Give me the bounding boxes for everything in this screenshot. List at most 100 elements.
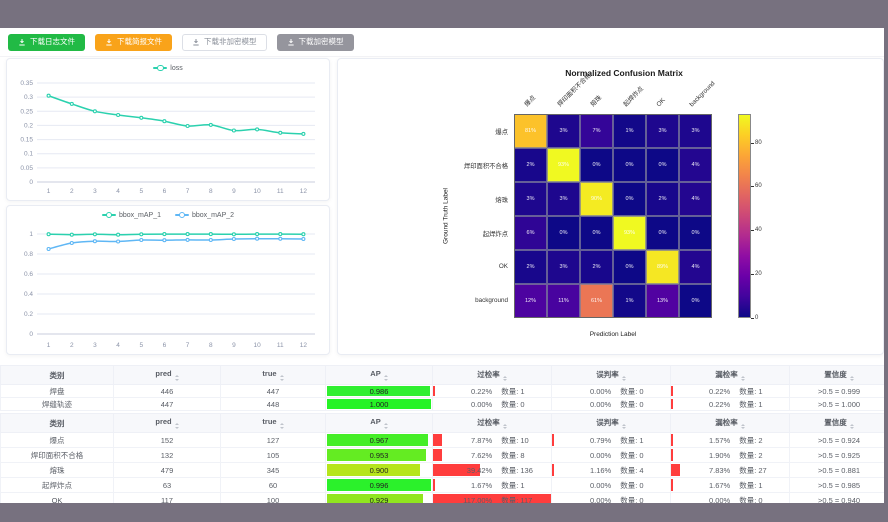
matrix-cell: 2% [514, 250, 547, 284]
cell-category: 爆点 [0, 432, 114, 448]
cell-ap: 0.929 [325, 492, 433, 503]
sort-icon[interactable] [279, 375, 284, 381]
col-header-miss[interactable]: 漏检率 [670, 413, 790, 433]
legend-item-loss[interactable]: loss [153, 64, 183, 72]
sort-icon[interactable] [174, 375, 179, 381]
rate-bar [671, 399, 673, 409]
svg-text:0.1: 0.1 [24, 151, 33, 158]
col-header-pred[interactable]: pred [113, 365, 221, 385]
svg-text:6: 6 [163, 188, 167, 195]
sort-icon[interactable] [383, 423, 388, 429]
matrix-row-label: 爆点 [495, 129, 508, 136]
rate-bar [433, 449, 442, 461]
legend-marker-icon [153, 64, 168, 72]
sort-icon[interactable] [502, 423, 507, 430]
confusion-matrix-card: Normalized Confusion Matrix 81% 3% 7% 1% 3% 3… [337, 58, 884, 355]
sort-icon[interactable] [383, 375, 388, 381]
cell-ap: 0.967 [325, 432, 433, 448]
sort-icon[interactable] [849, 375, 854, 382]
download-report-file-button[interactable]: 下载简报文件 [95, 33, 172, 51]
table-row: 爆点 152 127 0.967 7.87% 数量: 10 0.79% 数量: 1 1.57% 数… [0, 432, 884, 448]
col-header-mis[interactable]: 误判率 [551, 365, 671, 385]
svg-text:2: 2 [70, 342, 74, 349]
sort-icon[interactable] [849, 423, 854, 430]
legend-item-bbox_mAP_1[interactable]: bbox_mAP_1 [101, 211, 161, 219]
matrix-cell: 3% [547, 114, 580, 148]
matrix-cell: 0% [613, 148, 646, 182]
download-icon [287, 38, 295, 46]
svg-text:5: 5 [139, 342, 143, 349]
col-header-true[interactable]: true [220, 413, 326, 433]
table-header-row: 类别 pred true AP 过检率 误判率 漏检率 置信度 [0, 413, 884, 433]
rate-bar [671, 434, 673, 446]
matrix-cell: 4% [679, 182, 712, 216]
col-header-conf[interactable]: 置信度 [789, 413, 884, 433]
cell-miss: 7.83% 数量: 27 [670, 462, 790, 478]
svg-text:0.3: 0.3 [24, 94, 33, 101]
table-row: 起焊炸点 63 60 0.996 1.67% 数量: 1 0.00% 数量: 0 1.67% 数量… [0, 477, 884, 493]
col-header-ap[interactable]: AP [325, 413, 433, 433]
sort-icon[interactable] [740, 423, 745, 430]
col-header-mis[interactable]: 误判率 [551, 413, 671, 433]
cell-miss: 0.22% 数量: 1 [670, 384, 790, 398]
cell-miss: 0.00% 数量: 0 [670, 492, 790, 503]
loss-chart: 00.050.10.150.20.250.30.351 2 3 4 5 6 7 8 9 10 11 1… [20, 80, 315, 195]
sort-icon[interactable] [621, 375, 626, 382]
button-label: 下载日志文件 [30, 37, 75, 47]
colorbar-tick: 60 [755, 183, 762, 190]
map-chart-legend: bbox_mAP_1 bbox_mAP_2 [7, 211, 329, 219]
col-header-miss[interactable]: 漏检率 [670, 365, 790, 385]
rate-bar [671, 464, 681, 476]
sort-icon[interactable] [279, 423, 284, 429]
svg-text:1: 1 [47, 342, 51, 349]
col-header-pred[interactable]: pred [113, 413, 221, 433]
svg-text:0.25: 0.25 [20, 108, 33, 115]
legend-item-bbox_mAP_2[interactable]: bbox_mAP_2 [175, 211, 234, 219]
table-row: 焊盘 446 447 0.986 0.22% 数量: 1 0.00% 数量: 0 0.22% 数量… [0, 384, 884, 398]
matrix-cell: 0% [613, 182, 646, 216]
svg-text:1: 1 [29, 231, 33, 238]
col-header-category[interactable]: 类别 [0, 413, 114, 433]
cell-mis: 0.00% 数量: 0 [551, 492, 671, 503]
svg-text:0.8: 0.8 [24, 251, 33, 258]
col-header-category[interactable]: 类别 [0, 365, 114, 385]
cell-category: 焊缝轨迹 [0, 397, 114, 411]
cell-pred: 447 [113, 397, 221, 411]
ap-bar [327, 464, 421, 476]
cell-category: 起焊炸点 [0, 477, 114, 493]
download-icon [18, 38, 26, 46]
download-log-file-button[interactable]: 下载日志文件 [8, 33, 85, 51]
cell-pred: 446 [113, 384, 221, 398]
cell-miss: 1.57% 数量: 2 [670, 432, 790, 448]
matrix-cell: 0% [679, 216, 712, 250]
rate-bar [433, 494, 551, 503]
loss-chart-card: loss 0 0.05 0.1 0.15 0.2 0.25 0.3 0.35 1 2 3 4 5 6 7 8 9… [6, 58, 330, 201]
cell-true: 60 [220, 477, 326, 493]
matrix-cell: 0% [580, 216, 613, 250]
colorbar-tick: 0 [755, 315, 759, 321]
col-header-over[interactable]: 过检率 [432, 365, 552, 385]
download-unencrypted-model-button[interactable]: 下载非加密模型 [182, 33, 267, 51]
matrix-col-label: 熔珠 [588, 94, 603, 109]
cell-category: 熔珠 [0, 462, 114, 478]
cell-pred: 152 [113, 432, 221, 448]
matrix-cell: 2% [646, 182, 679, 216]
sort-icon[interactable] [621, 423, 626, 430]
matrix-col-label: 起焊炸点 [621, 85, 645, 109]
col-header-conf[interactable]: 置信度 [789, 365, 884, 385]
col-header-ap[interactable]: AP [325, 365, 433, 385]
download-encrypted-model-button[interactable]: 下载加密模型 [276, 33, 354, 51]
svg-text:8: 8 [209, 342, 213, 349]
col-header-true[interactable]: true [220, 365, 326, 385]
matrix-cell: 93% [547, 148, 580, 182]
svg-text:0.2: 0.2 [24, 122, 33, 129]
col-header-over[interactable]: 过检率 [432, 413, 552, 433]
sort-icon[interactable] [502, 375, 507, 382]
sort-icon[interactable] [174, 423, 179, 429]
svg-text:3: 3 [93, 188, 97, 195]
sort-icon[interactable] [740, 375, 745, 382]
cell-ap: 0.953 [325, 447, 433, 463]
table-header-row: 类别 pred true AP 过检率 误判率 漏检率 置信度 [0, 365, 884, 385]
svg-text:2: 2 [70, 188, 74, 195]
